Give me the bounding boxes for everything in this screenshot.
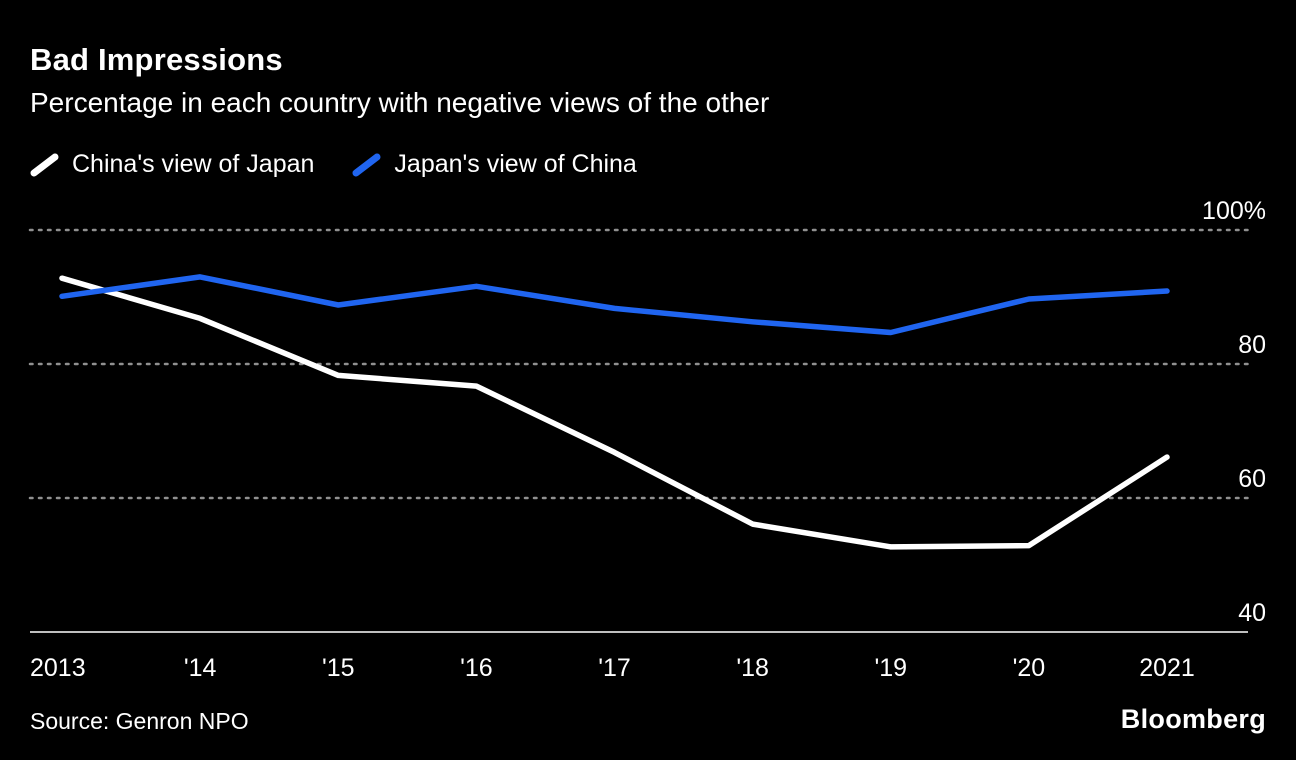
series-line-china-view-of-japan bbox=[59, 275, 1170, 550]
bloomberg-logo: Bloomberg bbox=[1120, 704, 1266, 734]
y-tick-label: 60 bbox=[1238, 465, 1266, 493]
series-line-japan-view-of-china bbox=[59, 274, 1170, 336]
x-tick-label: '15 bbox=[322, 654, 355, 682]
y-tick-label: 40 bbox=[1238, 599, 1266, 627]
white-line-swatch-icon bbox=[30, 153, 59, 176]
x-tick-label: '14 bbox=[184, 654, 217, 682]
y-tick-label: 80 bbox=[1238, 331, 1266, 359]
x-tick-label: '18 bbox=[736, 654, 769, 682]
blue-line-swatch-stroke bbox=[352, 153, 381, 176]
legend-item-japan-view-of-china: Japan's view of China bbox=[350, 150, 637, 179]
legend-label: China's view of Japan bbox=[72, 150, 315, 178]
legend-item-china-view-of-japan: China's view of Japan bbox=[28, 150, 314, 179]
y-tick-label: 100% bbox=[1202, 197, 1266, 225]
x-tick-label: '20 bbox=[1013, 654, 1046, 682]
chart-subtitle: Percentage in each country with negative… bbox=[30, 87, 770, 118]
chart-title: Bad Impressions bbox=[30, 42, 283, 77]
x-tick-label: 2013 bbox=[30, 654, 86, 682]
legend-label: Japan's view of China bbox=[394, 150, 637, 178]
blue-line-swatch-icon bbox=[352, 153, 381, 176]
x-tick-label: 2021 bbox=[1139, 654, 1195, 682]
legend: China's view of Japan Japan's view of Ch… bbox=[28, 150, 637, 179]
x-tick-label: '16 bbox=[460, 654, 493, 682]
x-tick-label: '19 bbox=[874, 654, 907, 682]
x-tick-label: '17 bbox=[598, 654, 631, 682]
source-note: Source: Genron NPO bbox=[30, 708, 249, 734]
white-line-swatch-stroke bbox=[30, 153, 59, 176]
